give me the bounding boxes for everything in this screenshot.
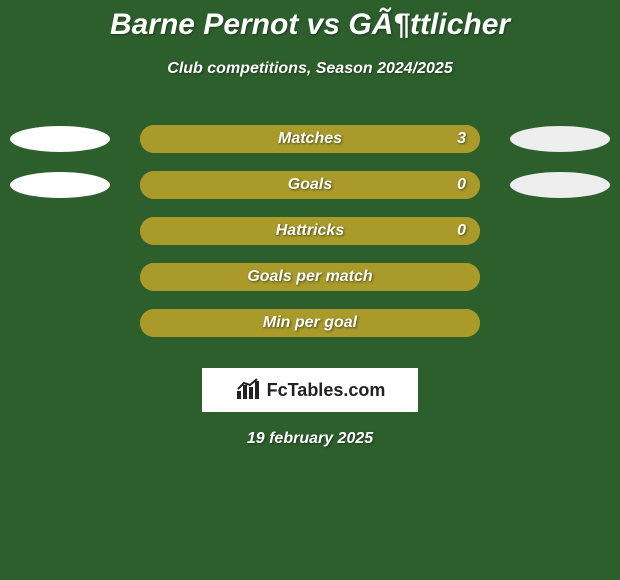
bar-track: Goals per match — [140, 263, 480, 291]
bar-fill — [140, 125, 480, 153]
stat-row: Goals per match — [0, 254, 620, 300]
bar-track: Matches3 — [140, 125, 480, 153]
left-marker — [10, 172, 110, 198]
bar-fill — [140, 263, 480, 291]
stat-row: Matches3 — [0, 116, 620, 162]
logo-text: FcTables.com — [267, 380, 386, 401]
left-marker — [10, 126, 110, 152]
stat-row: Min per goal — [0, 300, 620, 346]
page-title: Barne Pernot vs GÃ¶ttlicher — [0, 0, 620, 42]
chart-icon — [235, 375, 261, 406]
bar-fill — [140, 217, 480, 245]
bar-track: Hattricks0 — [140, 217, 480, 245]
bar-track: Min per goal — [140, 309, 480, 337]
comparison-chart: Matches3 Goals0 Hattricks0 Goals per match M… — [0, 116, 620, 346]
bar-fill — [140, 171, 480, 199]
stat-row: Goals0 — [0, 162, 620, 208]
subtitle: Club competitions, Season 2024/2025 — [0, 60, 620, 78]
stat-row: Hattricks0 — [0, 208, 620, 254]
right-marker — [510, 172, 610, 198]
bar-fill — [140, 309, 480, 337]
right-marker — [510, 126, 610, 152]
logo-box[interactable]: FcTables.com — [202, 368, 418, 412]
date: 19 february 2025 — [0, 430, 620, 448]
bar-track: Goals0 — [140, 171, 480, 199]
